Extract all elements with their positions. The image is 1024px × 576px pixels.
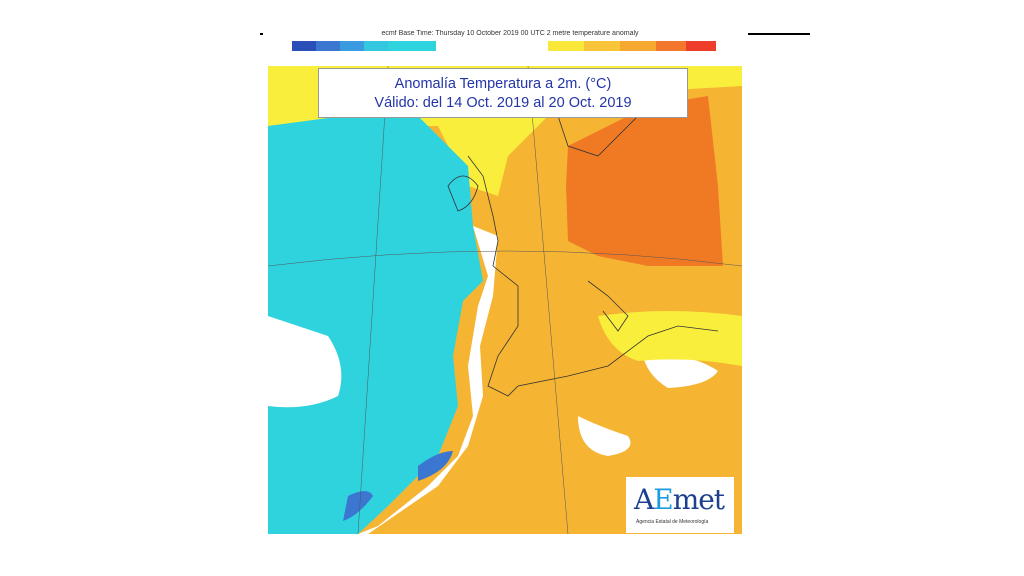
title-line-2: Válido: del 14 Oct. 2019 al 20 Oct. 2019	[374, 95, 632, 111]
title-line-1: Anomalía Temperatura a 2m. (°C)	[394, 76, 612, 92]
logo-letter-e: E	[653, 483, 673, 516]
scale-cell	[686, 41, 716, 51]
aemet-logo: AEmet Agencia Estatal de Meteorología	[626, 477, 734, 533]
scale-cell	[388, 41, 436, 51]
scale-cell	[548, 41, 584, 51]
neutral-region-africa	[578, 416, 631, 456]
corner-mark	[260, 33, 263, 35]
scale-cell	[316, 41, 340, 51]
cold-patch	[343, 491, 373, 521]
scale-cell	[656, 41, 686, 51]
map-title: Anomalía Temperatura a 2m. (°C) Válido: …	[318, 68, 688, 118]
neutral-region-east	[643, 355, 718, 388]
scale-cell	[584, 41, 620, 51]
scale-cell	[292, 41, 316, 51]
logo-letters-met: met	[672, 483, 725, 516]
temperature-anomaly-map	[268, 66, 742, 534]
scale-cell	[620, 41, 656, 51]
coastline	[587, 280, 629, 332]
scale-cell	[364, 41, 388, 51]
neutral-fringe	[358, 226, 498, 534]
scale-cell	[340, 41, 364, 51]
coastline	[447, 175, 479, 212]
header-rule	[748, 33, 810, 35]
warm-scale-bar	[548, 41, 716, 61]
logo-wordmark: AEmet	[634, 483, 725, 516]
mild-warm-region-east	[598, 311, 742, 366]
hot-region	[566, 96, 723, 266]
cold-scale-bar	[292, 41, 436, 61]
neutral-region-west	[268, 316, 342, 408]
cold-region	[268, 116, 483, 534]
logo-letter-a: A	[634, 483, 654, 516]
graticule-line	[268, 250, 742, 267]
cold-patch	[418, 451, 453, 481]
logo-subtitle: Agencia Estatal de Meteorología	[636, 519, 709, 525]
coastline	[467, 155, 719, 397]
graticule-line	[527, 66, 569, 534]
forecast-info-header: ecmf Base Time: Thursday 10 October 2019…	[381, 30, 639, 37]
graticule-line	[357, 66, 389, 534]
